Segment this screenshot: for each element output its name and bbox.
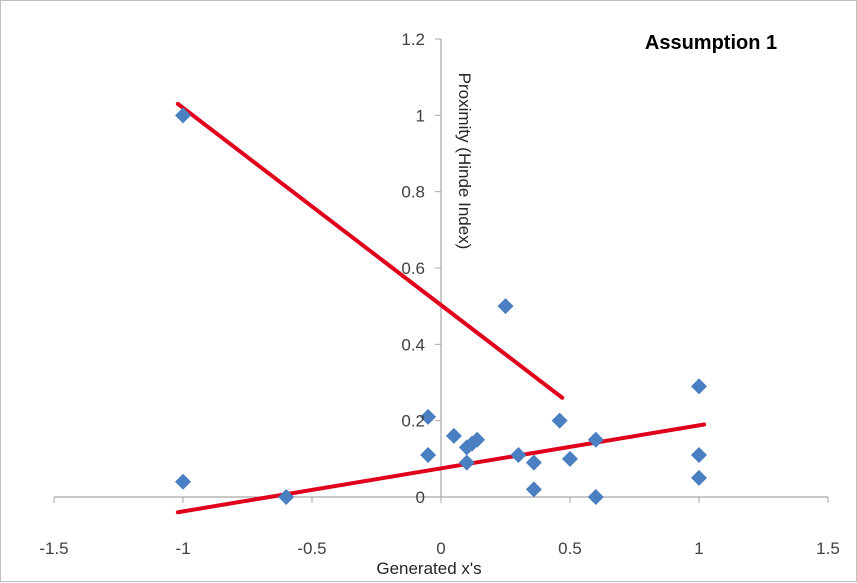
data-point <box>691 447 707 464</box>
data-point <box>175 107 191 124</box>
data-point <box>587 431 604 448</box>
data-points <box>175 107 707 505</box>
trend-lines <box>175 101 707 515</box>
x-tick-label: -1 <box>175 539 190 558</box>
y-tick-label: 1 <box>416 106 425 125</box>
x-tick-label: -0.5 <box>297 539 326 558</box>
data-point <box>420 447 437 464</box>
y-tick-label: 0 <box>416 488 425 507</box>
y-tick-label: 0.6 <box>401 259 425 278</box>
data-point <box>469 431 486 448</box>
y-tick-label: 0.2 <box>401 412 425 431</box>
data-point <box>510 447 527 464</box>
x-tick-label: 1 <box>694 539 703 558</box>
data-point <box>458 454 475 471</box>
data-point <box>497 298 514 315</box>
data-point <box>420 408 437 425</box>
data-point <box>691 378 707 395</box>
tick-labels: -1.5 -1 -0.5 0 0.5 1 1.5 0 0.2 0.4 0.6 0.8 1 1.2 <box>39 30 839 558</box>
data-point <box>525 481 542 498</box>
x-tick-label: 0.5 <box>558 539 582 558</box>
x-axis-label: Generated x's <box>376 559 481 578</box>
data-point <box>551 412 568 429</box>
y-axis-label: Proximity (Hinde Index) <box>455 73 474 250</box>
x-tick-label: 1.5 <box>816 539 840 558</box>
y-tick-label: 0.4 <box>401 335 425 354</box>
x-tick-label: -1.5 <box>39 539 68 558</box>
trend-line-1 <box>175 101 565 400</box>
y-tick-label: 1.2 <box>401 30 425 49</box>
y-tick-label: 0.8 <box>401 183 425 202</box>
data-point <box>587 489 604 505</box>
data-point <box>278 489 295 505</box>
x-tick-label: 0 <box>436 539 445 558</box>
data-point <box>445 427 462 444</box>
data-point <box>562 450 578 467</box>
data-point <box>691 469 707 486</box>
data-point <box>175 473 191 490</box>
chart-title: Assumption 1 <box>645 32 777 54</box>
trend-line-2 <box>175 422 707 515</box>
data-point <box>525 454 542 471</box>
